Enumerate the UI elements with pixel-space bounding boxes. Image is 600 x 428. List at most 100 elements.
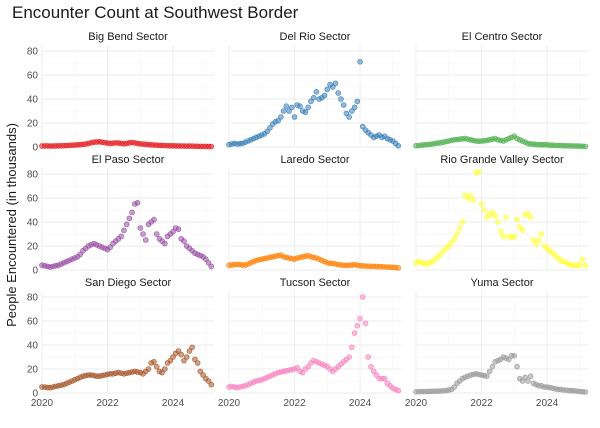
x-tick-label: 2024 [536, 398, 559, 409]
data-point [456, 225, 463, 231]
facet-title: El Centro Sector [462, 31, 543, 43]
data-point [500, 233, 507, 240]
y-tick-label: 60 [27, 71, 39, 82]
facet-rio-grande-valley-sector: Rio Grande Valley Sector [413, 154, 589, 271]
data-point [538, 231, 545, 237]
y-tick-label: 80 [27, 47, 39, 58]
facet-san-diego-sector: San Diego Sector 0 20 40 60 80 2020 2022 2024 [27, 277, 215, 409]
y-tick-label: 20 [27, 119, 39, 130]
data-point [395, 265, 402, 271]
facet-el-paso-sector: El Paso Sector 0 20 40 60 80 [27, 154, 215, 277]
data-point [313, 89, 320, 95]
facet-title: Yuma Sector [471, 277, 534, 289]
data-point [459, 219, 466, 225]
x-tick-label: 2022 [283, 398, 306, 409]
data-point [357, 315, 363, 322]
data-point [354, 98, 361, 105]
data-point [151, 358, 157, 365]
data-point [137, 225, 144, 231]
data-point [278, 114, 284, 120]
y-tick-label: 60 [27, 194, 39, 205]
data-point [283, 103, 290, 109]
x-tick-label: 2020 [405, 398, 428, 409]
facet-title: San Diego Sector [85, 277, 172, 289]
data-point [577, 262, 583, 269]
data-point [492, 213, 498, 219]
facet-el-centro-sector: El Centro Sector [413, 31, 589, 150]
facet-panels: Big Bend Sector 0 20 40 60 80 Del Rio Sector El… [27, 31, 589, 409]
data-point [351, 330, 358, 336]
data-point [519, 227, 526, 234]
data-point [145, 366, 152, 372]
data-point [451, 236, 458, 242]
facet-title: Tucson Sector [280, 277, 351, 289]
data-point [134, 200, 141, 206]
x-tick-label: 2020 [218, 398, 241, 409]
y-tick-label: 0 [32, 143, 38, 154]
x-tick-label: 2022 [470, 398, 493, 409]
data-point [340, 102, 347, 108]
data-point [175, 226, 182, 232]
facet-tucson-sector: Tucson Sector 2020 2022 2024 [218, 277, 402, 409]
data-point [321, 92, 328, 99]
data-point [346, 354, 352, 360]
facet-title: Laredo Sector [280, 154, 349, 166]
data-point [582, 143, 589, 150]
data-point [302, 109, 309, 115]
y-tick-label: 40 [27, 341, 39, 352]
y-tick-label: 20 [27, 242, 39, 253]
y-tick-label: 80 [27, 293, 39, 304]
data-point [579, 256, 586, 263]
data-point [324, 86, 331, 93]
data-point [368, 363, 374, 370]
x-tick-label: 2024 [162, 398, 185, 409]
data-point [365, 354, 372, 360]
data-point [514, 363, 520, 370]
data-point [470, 197, 477, 204]
data-point [162, 240, 168, 247]
facet-title: Rio Grande Valley Sector [440, 154, 564, 166]
facet-del-rio-sector: Del Rio Sector [226, 31, 402, 149]
data-point [151, 216, 157, 223]
y-axis-label: People Encountered (in thousands) [4, 123, 19, 327]
x-tick-label: 2022 [96, 398, 119, 409]
y-tick-label: 80 [27, 170, 39, 181]
data-point [381, 375, 388, 382]
data-point [194, 360, 201, 366]
data-point [582, 389, 589, 395]
data-point [525, 378, 531, 384]
data-point [291, 114, 298, 120]
data-point [297, 103, 303, 109]
chart-title: Encounter Count at Southwest Border [12, 3, 299, 22]
data-point [486, 368, 493, 375]
data-point [123, 221, 130, 228]
y-tick-label: 60 [27, 317, 39, 328]
y-tick-label: 20 [27, 365, 39, 376]
data-point [351, 104, 358, 111]
data-point [129, 209, 135, 216]
data-point [395, 387, 402, 394]
data-point [511, 233, 518, 240]
data-point [280, 108, 287, 114]
data-point [582, 262, 589, 269]
facet-laredo-sector: Laredo Sector [226, 154, 402, 271]
data-point [208, 143, 215, 150]
data-point [362, 320, 369, 327]
facet-big-bend-sector: Big Bend Sector 0 20 40 60 80 [27, 31, 215, 154]
data-point [475, 168, 482, 175]
data-point [349, 344, 355, 351]
data-point [208, 381, 215, 388]
data-point [142, 237, 149, 243]
data-point [181, 238, 187, 244]
data-point [153, 231, 160, 237]
data-point [511, 352, 518, 359]
facet-title: Del Rio Sector [280, 31, 351, 43]
data-point [335, 90, 342, 96]
data-point [288, 104, 295, 111]
y-tick-label: 40 [27, 218, 39, 229]
data-point [189, 344, 195, 351]
facet-yuma-sector: Yuma Sector 2020 2022 2024 [405, 277, 589, 409]
data-point [140, 231, 146, 237]
data-point [338, 96, 344, 102]
